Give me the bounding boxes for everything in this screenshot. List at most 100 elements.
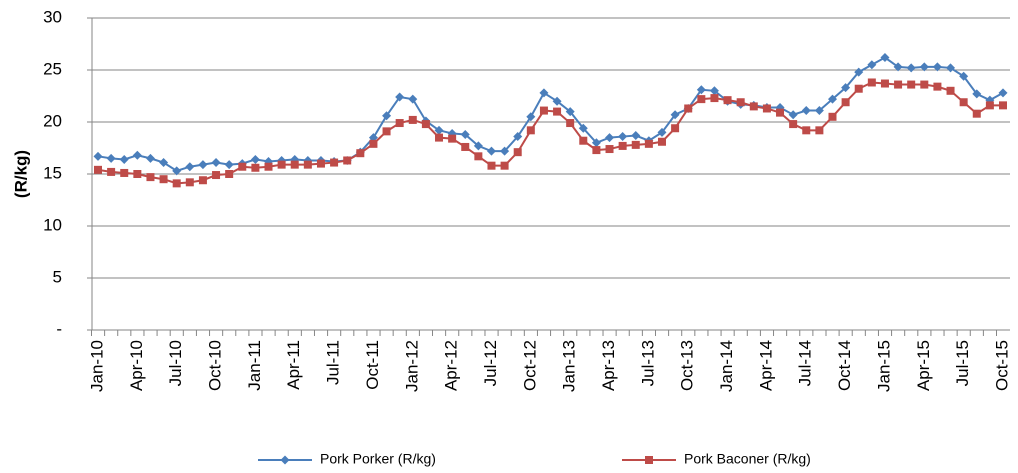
x-tick-label: Apr-12 bbox=[442, 340, 461, 391]
legend-label: Pork Baconer (R/kg) bbox=[684, 451, 811, 467]
data-point bbox=[788, 110, 798, 120]
data-point bbox=[880, 79, 889, 88]
data-point bbox=[670, 110, 680, 120]
data-point bbox=[919, 62, 929, 72]
x-tick-label: Apr-14 bbox=[756, 340, 775, 391]
data-point bbox=[618, 141, 627, 150]
data-point bbox=[736, 98, 745, 107]
x-tick-label: Jul-11 bbox=[324, 340, 343, 385]
data-point bbox=[94, 165, 102, 174]
data-point bbox=[854, 67, 864, 77]
data-point bbox=[814, 106, 824, 116]
data-point bbox=[789, 120, 798, 129]
y-tick-label: 20 bbox=[43, 111, 62, 130]
data-point bbox=[343, 156, 352, 165]
data-point bbox=[225, 170, 234, 178]
data-point bbox=[461, 142, 470, 151]
data-point bbox=[920, 80, 929, 89]
data-point bbox=[867, 78, 876, 87]
data-point bbox=[145, 153, 155, 163]
x-tick-label: Oct-11 bbox=[363, 340, 382, 390]
x-tick-label: Jan-11 bbox=[245, 340, 264, 391]
data-point bbox=[631, 131, 641, 141]
data-point bbox=[657, 137, 666, 146]
data-point bbox=[93, 151, 103, 161]
data-point bbox=[290, 160, 299, 169]
data-point bbox=[159, 175, 168, 184]
data-point bbox=[657, 127, 667, 137]
y-tick-label: 10 bbox=[43, 215, 62, 234]
data-point bbox=[224, 160, 234, 170]
x-tick-label: Apr-13 bbox=[599, 340, 618, 391]
x-tick-label: Jan-14 bbox=[717, 340, 736, 392]
data-point bbox=[893, 62, 903, 72]
data-point bbox=[172, 166, 182, 176]
x-tick-label: Oct-12 bbox=[520, 340, 539, 391]
data-point bbox=[972, 89, 982, 99]
data-point bbox=[605, 133, 615, 143]
data-point bbox=[421, 120, 430, 129]
data-point bbox=[827, 94, 837, 104]
data-point bbox=[500, 161, 509, 170]
legend-label: Pork Porker (R/kg) bbox=[320, 451, 436, 467]
data-point bbox=[486, 146, 496, 156]
data-point bbox=[696, 85, 706, 95]
data-point bbox=[277, 160, 286, 169]
data-point bbox=[474, 152, 483, 161]
x-tick-label: Oct-15 bbox=[992, 340, 1011, 391]
data-point bbox=[631, 140, 640, 149]
data-point bbox=[435, 133, 444, 142]
data-point bbox=[198, 160, 208, 170]
x-tick-label: Oct-13 bbox=[678, 340, 697, 391]
data-point bbox=[159, 158, 169, 168]
data-point bbox=[250, 154, 260, 164]
data-point bbox=[645, 456, 653, 464]
data-point bbox=[513, 148, 522, 157]
x-tick-label: Apr-15 bbox=[914, 340, 933, 391]
data-point bbox=[906, 63, 916, 73]
data-point bbox=[618, 132, 628, 142]
data-point bbox=[985, 101, 994, 110]
x-tick-label: Apr-10 bbox=[127, 340, 146, 391]
y-tick-label: 30 bbox=[43, 7, 62, 26]
data-point bbox=[959, 98, 968, 107]
data-point bbox=[749, 102, 758, 111]
data-point bbox=[815, 126, 824, 135]
data-point bbox=[303, 160, 312, 169]
data-point bbox=[316, 159, 325, 168]
data-point bbox=[671, 124, 680, 133]
data-point bbox=[605, 145, 614, 154]
data-point bbox=[998, 88, 1008, 98]
data-point bbox=[132, 150, 142, 160]
data-point bbox=[592, 146, 601, 155]
data-point bbox=[946, 86, 955, 95]
x-tick-label: Jul-12 bbox=[481, 340, 500, 386]
data-point bbox=[776, 108, 785, 117]
data-point bbox=[933, 82, 942, 91]
y-tick-label: 25 bbox=[43, 59, 62, 78]
data-point bbox=[408, 94, 418, 104]
data-point bbox=[578, 123, 588, 133]
data-point bbox=[513, 132, 523, 142]
data-point bbox=[841, 83, 851, 93]
data-point bbox=[264, 162, 273, 171]
data-point bbox=[356, 149, 365, 158]
data-point bbox=[500, 146, 510, 156]
x-tick-label: Jul-15 bbox=[953, 340, 972, 386]
data-point bbox=[723, 96, 732, 105]
data-point bbox=[946, 63, 956, 73]
x-tick-label: Jan-15 bbox=[874, 340, 893, 392]
data-point bbox=[539, 88, 549, 98]
data-point bbox=[395, 119, 404, 128]
series-line bbox=[97, 81, 1003, 185]
x-tick-label: Oct-10 bbox=[206, 340, 225, 391]
data-point bbox=[107, 167, 116, 176]
data-point bbox=[932, 62, 942, 72]
y-tick-label: 5 bbox=[53, 267, 62, 286]
x-tick-label: Jul-14 bbox=[796, 340, 815, 386]
data-point bbox=[185, 162, 195, 172]
x-tick-label: Oct-14 bbox=[835, 340, 854, 391]
data-point bbox=[133, 170, 142, 178]
data-point bbox=[697, 95, 706, 104]
